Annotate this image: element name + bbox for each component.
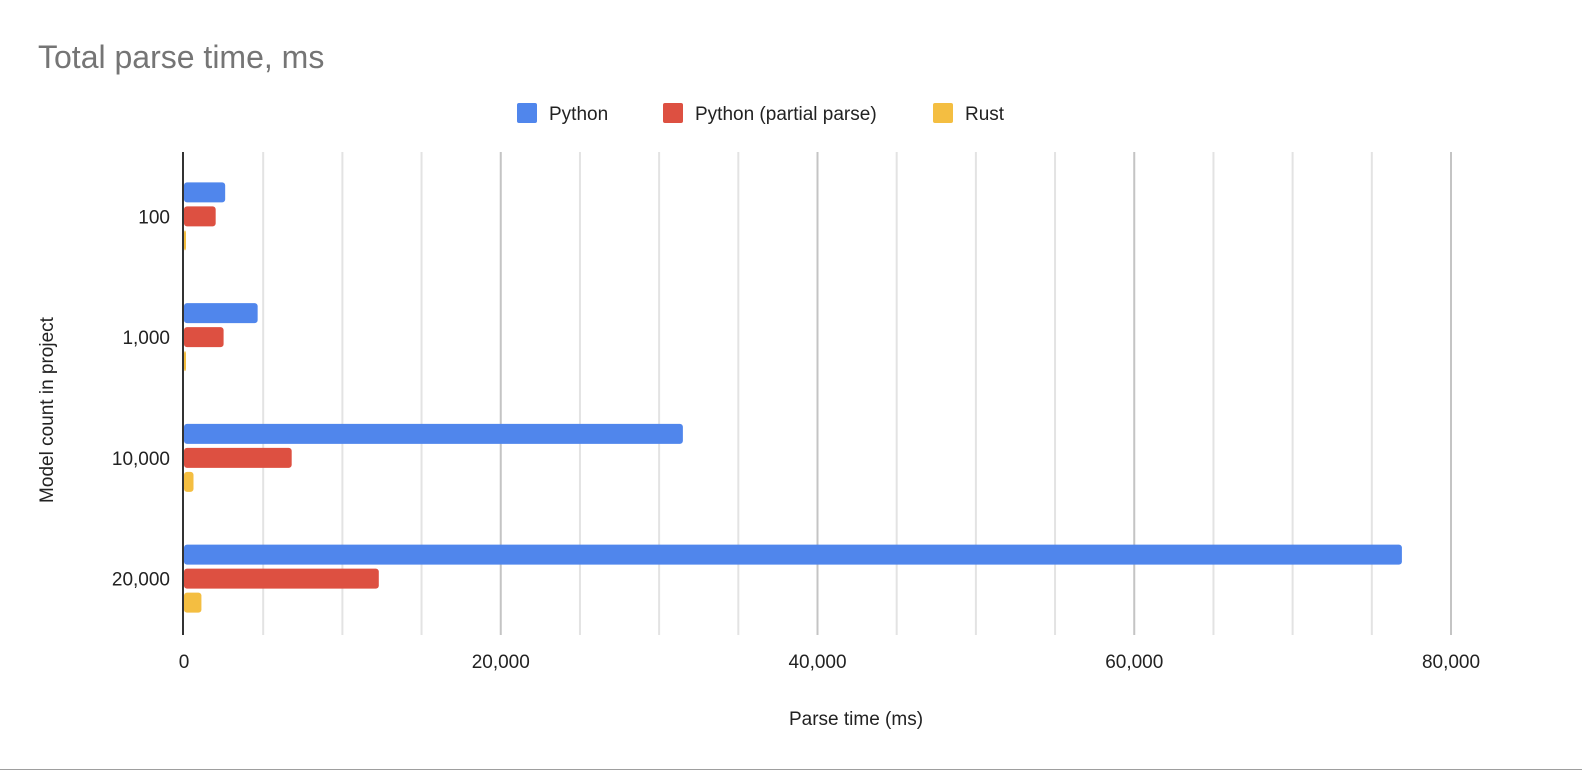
legend-label: Rust: [965, 104, 1005, 125]
bar-python-partial-parse: [184, 206, 216, 227]
y-tick-label: 10,000: [112, 449, 170, 470]
x-axis-label: Parse time (ms): [789, 709, 923, 730]
legend-label: Python: [549, 104, 608, 125]
x-tick-label: 40,000: [788, 652, 846, 673]
x-tick-label: 80,000: [1422, 652, 1480, 673]
y-tick-label: 20,000: [112, 570, 170, 591]
legend-swatch: [663, 103, 683, 123]
x-tick-label: 60,000: [1105, 652, 1163, 673]
bar-rust: [184, 592, 202, 613]
bar-python: [184, 423, 683, 444]
y-tick-label: 100: [138, 207, 170, 228]
chart-title: Total parse time, ms: [38, 39, 324, 75]
y-tick-label: 1,000: [122, 328, 170, 349]
divider: [0, 769, 1582, 770]
bar-python: [184, 303, 258, 324]
bar-python-partial-parse: [184, 447, 292, 468]
y-axis-label: Model count in project: [37, 316, 58, 503]
legend-swatch: [517, 103, 537, 123]
legend-label: Python (partial parse): [695, 104, 877, 125]
bar-python-partial-parse: [184, 568, 379, 589]
bar-rust: [184, 471, 194, 492]
bar-python: [184, 544, 1402, 565]
legend-swatch: [933, 103, 953, 123]
bar-rust: [184, 351, 186, 372]
bar-rust: [184, 230, 186, 251]
bar-python-partial-parse: [184, 327, 224, 348]
x-tick-label: 0: [179, 652, 190, 673]
x-tick-label: 20,000: [472, 652, 530, 673]
bar-python: [184, 182, 226, 203]
